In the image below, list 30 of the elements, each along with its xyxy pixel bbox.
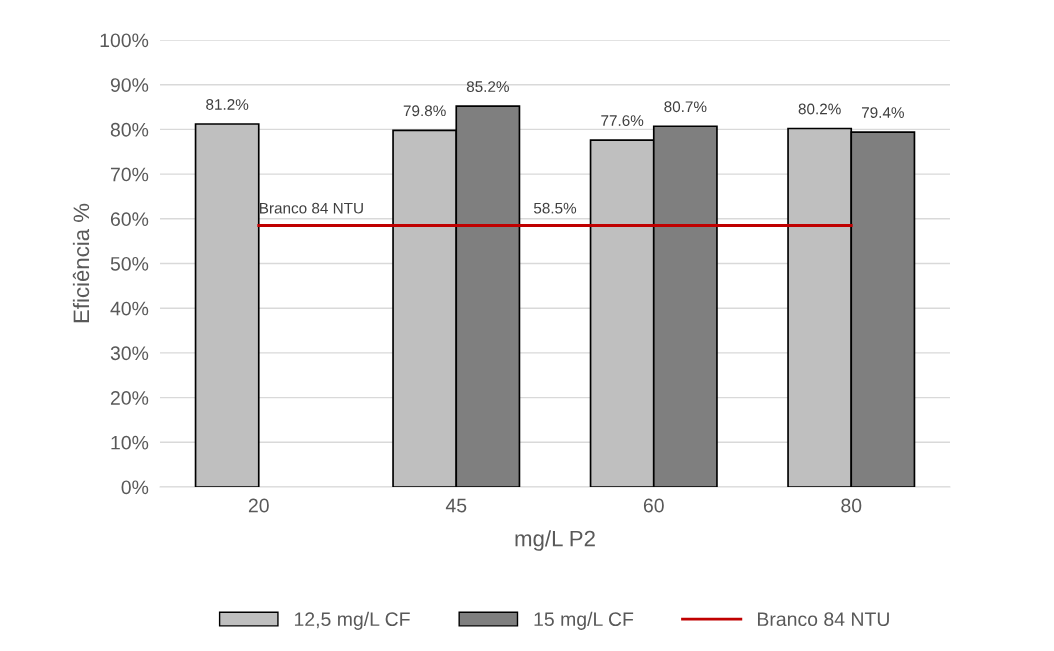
data-label: 81.2% — [206, 99, 249, 110]
data-label: 79.8% — [403, 105, 446, 117]
x-tick-label: 60 — [643, 498, 664, 513]
data-label: 77.6% — [601, 115, 644, 126]
y-tick-label: 80% — [110, 122, 149, 137]
x-tick-label: 80 — [841, 498, 862, 513]
y-tick-label: 0% — [121, 480, 149, 495]
y-tick-label: 10% — [111, 435, 149, 450]
data-label: 79.4% — [861, 107, 904, 118]
y-tick-label: 70% — [110, 167, 149, 182]
data-label: 85.2% — [466, 81, 509, 93]
annotation: Branco 84 NTU — [260, 202, 363, 214]
annotation: 58.5% — [533, 202, 577, 214]
x-tick-label: 20 — [248, 498, 269, 513]
y-tick-label: 90% — [110, 78, 149, 92]
y-tick-label: 50% — [110, 256, 149, 271]
legend-label: 15 mg/L CF — [534, 611, 634, 630]
data-label: 80.7% — [664, 101, 707, 113]
y-tick-label: 20% — [110, 391, 149, 405]
y-tick-label: 30% — [110, 346, 149, 361]
y-axis-title: Eficiência % — [72, 203, 90, 323]
x-axis-title: mg/L P2 — [515, 530, 595, 551]
bar — [194, 123, 260, 487]
legend-label: Branco 84 NTU — [757, 612, 889, 627]
y-tick-label: 40% — [110, 301, 149, 316]
data-label: 80.2% — [798, 103, 841, 115]
y-tick-label: 60% — [110, 212, 149, 227]
legend-label: 12,5 mg/L CF — [294, 611, 410, 630]
x-tick-label: 45 — [445, 498, 467, 513]
y-tick-label: 100% — [100, 33, 149, 48]
